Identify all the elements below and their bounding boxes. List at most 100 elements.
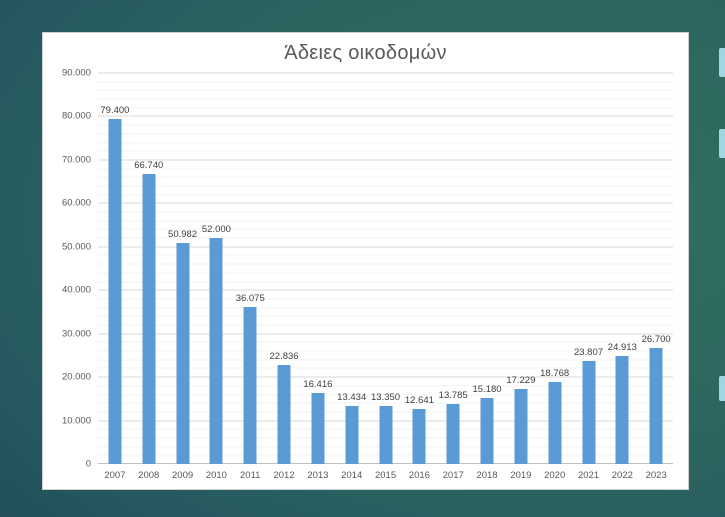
- x-tick-2023: 2023: [645, 470, 667, 481]
- minor-gridline: [98, 394, 673, 395]
- bars-row: 79.400 66.740 50.982 52.000 36.075 22.836 16.4…: [98, 73, 673, 464]
- y-tick-70.000: 70.000: [61, 154, 91, 166]
- minor-gridline: [98, 168, 673, 170]
- bar-slot-2019: 17.229: [504, 73, 538, 464]
- bar-slot-2012: 22.836: [267, 73, 301, 464]
- minor-gridline: [98, 402, 673, 404]
- bar-value-label-2013: 16.416: [303, 378, 333, 390]
- major-gridline: [98, 289, 673, 291]
- minor-gridline: [98, 81, 673, 83]
- bar-2012: [277, 364, 291, 464]
- bar-value-label-2011: 36.075: [235, 293, 265, 305]
- bar-2008: [142, 174, 156, 464]
- minor-gridline: [98, 315, 673, 317]
- minor-gridline: [98, 263, 673, 265]
- bar-slot-2009: 50.982: [166, 73, 200, 464]
- x-tick-2016: 2016: [408, 470, 430, 481]
- major-gridline: [98, 72, 673, 74]
- bar-slot-2018: 15.180: [470, 73, 504, 464]
- x-tick-2019: 2019: [510, 470, 532, 481]
- bar-2007: [108, 119, 122, 464]
- major-gridline: [98, 376, 673, 378]
- bar-2014: [345, 405, 359, 464]
- minor-gridline: [98, 124, 673, 126]
- minor-gridline: [98, 89, 673, 91]
- x-tick-2014: 2014: [341, 470, 363, 481]
- minor-gridline: [98, 150, 673, 152]
- bar-slot-2022: 24.913: [605, 73, 639, 464]
- bar-slot-2014: 13.434: [335, 73, 369, 464]
- minor-gridline: [98, 211, 673, 213]
- x-tick-2009: 2009: [172, 470, 194, 481]
- minor-gridline: [98, 107, 673, 109]
- minor-gridline: [98, 176, 673, 178]
- bar-slot-2011: 36.075: [233, 73, 267, 464]
- bar-2013: [311, 392, 325, 464]
- y-axis-labels: 0 10.000 20.000 30.000 40.000 50.000 60.000 70.…: [43, 68, 91, 470]
- x-tick-2020: 2020: [544, 470, 566, 481]
- x-tick-2015: 2015: [374, 470, 397, 481]
- slide-edge-decoration-1: [719, 48, 725, 77]
- minor-gridline: [98, 359, 673, 361]
- bar-value-label-2023: 26.700: [641, 334, 671, 346]
- bar-slot-2023: 26.700: [639, 73, 673, 464]
- chart-title: Άδειες οικοδομών: [284, 42, 447, 64]
- x-tick-2011: 2011: [240, 470, 261, 481]
- bar-2017: [446, 404, 460, 464]
- bar-value-label-2022: 24.913: [607, 341, 637, 353]
- y-tick-30.000: 30.000: [61, 328, 91, 340]
- major-gridline: [98, 202, 673, 204]
- bar-value-label-2012: 22.836: [269, 350, 299, 362]
- bar-2022: [615, 355, 629, 464]
- y-tick-90.000: 90.000: [61, 67, 91, 79]
- minor-gridline: [98, 142, 673, 144]
- bar-2015: [379, 406, 393, 464]
- bar-2016: [412, 409, 426, 464]
- bar-value-label-2010: 52.000: [201, 224, 231, 236]
- bar-value-label-2007: 79.400: [100, 105, 130, 117]
- bar-slot-2010: 52.000: [199, 73, 233, 464]
- minor-gridline: [98, 367, 673, 369]
- minor-gridline: [98, 185, 673, 187]
- y-tick-40.000: 40.000: [61, 284, 91, 296]
- major-gridline: [98, 333, 673, 335]
- slide-edge-decoration-2: [719, 129, 725, 158]
- y-tick-80.000: 80.000: [61, 110, 91, 122]
- y-tick-0: 0: [85, 458, 91, 470]
- bar-value-label-2020: 18.768: [540, 368, 570, 380]
- bar-2018: [480, 398, 494, 464]
- bar-slot-2021: 23.807: [572, 73, 606, 464]
- bar-value-label-2016: 12.641: [404, 395, 434, 407]
- x-axis-labels: 2007 2008 2009 2010 2011 2012 2013 2014 2015 2016…: [98, 470, 673, 481]
- minor-gridline: [98, 228, 673, 230]
- x-tick-2007: 2007: [104, 470, 126, 481]
- minor-gridline: [98, 254, 673, 256]
- minor-gridline: [98, 237, 673, 239]
- minor-gridline: [98, 350, 673, 352]
- chart-card: Άδειες οικοδομών 0 10.000 20.000 30.000 40.0…: [42, 32, 689, 490]
- major-gridline: [98, 159, 673, 161]
- bar-value-label-2009: 50.982: [168, 228, 198, 240]
- bar-slot-2015: 13.350: [369, 73, 403, 464]
- bar-value-label-2008: 66.740: [134, 160, 164, 172]
- minor-gridline: [98, 220, 673, 222]
- x-tick-2022: 2022: [611, 470, 633, 481]
- bar-value-label-2019: 17.229: [506, 375, 536, 387]
- major-gridline: [98, 115, 673, 117]
- bar-slot-2020: 18.768: [538, 73, 572, 464]
- bar-slot-2013: 16.416: [301, 73, 335, 464]
- bar-2023: [649, 348, 663, 464]
- x-tick-2013: 2013: [307, 470, 329, 481]
- x-tick-2012: 2012: [273, 470, 295, 481]
- bar-value-label-2017: 13.785: [438, 390, 468, 402]
- x-tick-2018: 2018: [476, 470, 498, 481]
- bar-value-label-2014: 13.434: [337, 391, 367, 403]
- y-tick-10.000: 10.000: [61, 415, 91, 427]
- minor-gridline: [98, 298, 673, 300]
- bar-slot-2016: 12.641: [402, 73, 436, 464]
- slide-edge-decoration-3: [719, 376, 725, 401]
- y-tick-60.000: 60.000: [61, 197, 91, 209]
- minor-gridline: [98, 307, 673, 309]
- major-gridline: [98, 246, 673, 248]
